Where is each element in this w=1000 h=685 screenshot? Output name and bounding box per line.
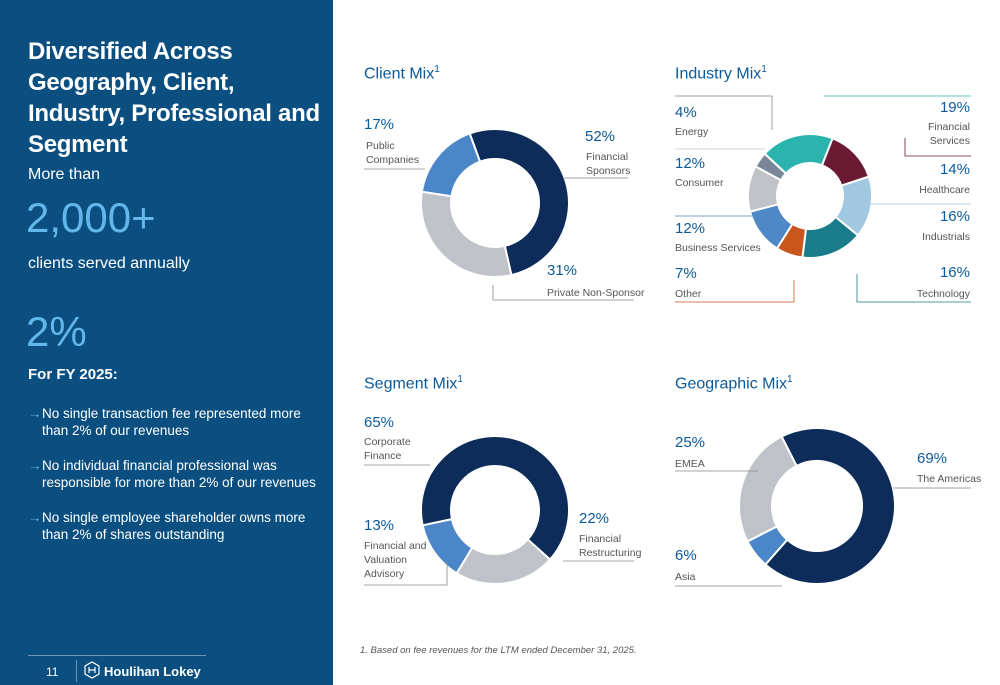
donut-slice-private-non-sponsor bbox=[420, 190, 513, 278]
emea-pct: 25% bbox=[675, 434, 706, 451]
fva-pct: 13% bbox=[364, 517, 395, 534]
financial-restructuring-pct: 22% bbox=[579, 510, 610, 527]
geographic-mix-donut bbox=[738, 427, 896, 585]
business-services-pct: 12% bbox=[675, 220, 706, 237]
clients-caption: clients served annually bbox=[28, 255, 190, 272]
geographic-mix-title: Geographic Mix1 bbox=[675, 374, 793, 393]
leader-line bbox=[492, 285, 634, 301]
consumer-label: Consumer bbox=[675, 177, 724, 189]
bullet-item: → No individual financial professional wa… bbox=[28, 457, 328, 491]
donut-slice-corporate-finance bbox=[420, 435, 570, 561]
industrials-pct: 16% bbox=[939, 208, 970, 225]
asia-label: Asia bbox=[675, 571, 696, 583]
asia-pct: 6% bbox=[675, 547, 697, 564]
corporate-finance-label: Corporate Finance bbox=[364, 436, 411, 462]
logo-text: Houlihan Lokey bbox=[104, 664, 201, 679]
emea-label: EMEA bbox=[675, 458, 705, 470]
other-pct: 7% bbox=[675, 265, 697, 282]
technology-pct: 16% bbox=[939, 264, 970, 281]
healthcare-pct: 14% bbox=[939, 161, 970, 178]
consumer-pct: 12% bbox=[675, 155, 706, 172]
segment-leader-lines bbox=[364, 464, 634, 586]
financial-restructuring-label: Financial Restructuring bbox=[579, 533, 642, 559]
industry-mix-donut bbox=[747, 133, 873, 259]
energy-label: Energy bbox=[675, 126, 709, 138]
geo-leader-lines bbox=[675, 470, 971, 587]
client-mix-title: Client Mix1 bbox=[364, 64, 440, 83]
private-non-sponsor-pct: 31% bbox=[547, 262, 578, 279]
arrow-right-icon: → bbox=[28, 406, 42, 421]
fy-label: For FY 2025: bbox=[28, 366, 118, 383]
financial-sponsors-pct: 52% bbox=[585, 128, 616, 145]
page-title: Diversified Across Geography, Client, In… bbox=[28, 38, 320, 158]
americas-label: The Americas bbox=[917, 473, 982, 485]
industrials-label: Industrials bbox=[922, 231, 970, 243]
footer-separator bbox=[76, 660, 77, 682]
arrow-right-icon: → bbox=[28, 458, 42, 473]
public-companies-pct: 17% bbox=[364, 116, 395, 133]
pct-stat: 2% bbox=[26, 308, 87, 355]
financial-services-pct: 19% bbox=[939, 99, 970, 116]
bullet-item: → No single transaction fee represented m… bbox=[28, 405, 328, 439]
more-than-label: More than bbox=[28, 166, 101, 183]
clients-stat: 2,000+ bbox=[26, 194, 156, 241]
financial-services-label: Financial Services bbox=[927, 121, 970, 147]
donut-slice-the-americas bbox=[764, 427, 896, 585]
client-mix-donut bbox=[420, 128, 571, 278]
leader-line bbox=[675, 95, 773, 130]
donut-slice-emea bbox=[738, 435, 798, 543]
segment-mix-donut bbox=[420, 435, 570, 585]
leader-line bbox=[856, 274, 971, 303]
page-number: 11 bbox=[46, 665, 59, 679]
leader-line bbox=[904, 138, 971, 157]
donut-slice-financial-sponsors bbox=[468, 128, 571, 277]
private-non-sponsor-label: Private Non-Sponsor bbox=[547, 287, 645, 299]
americas-pct: 69% bbox=[917, 450, 948, 467]
industry-mix-title: Industry Mix1 bbox=[675, 64, 767, 83]
business-services-label: Business Services bbox=[675, 242, 761, 254]
donut-slice-energy bbox=[754, 152, 788, 182]
corporate-finance-pct: 65% bbox=[364, 414, 395, 431]
leader-line bbox=[364, 560, 448, 586]
client-leader-lines bbox=[364, 168, 634, 301]
financial-sponsors-label: Financial Sponsors bbox=[586, 151, 631, 177]
bullet-list: → No single transaction fee represented m… bbox=[28, 405, 328, 561]
fva-label: Financial and Valuation Advisory bbox=[364, 540, 427, 580]
sidebar: Diversified Across Geography, Client, In… bbox=[0, 0, 333, 685]
arrow-right-icon: → bbox=[28, 510, 42, 525]
logo-icon bbox=[84, 661, 100, 679]
energy-pct: 4% bbox=[675, 104, 697, 121]
bullet-text: No single employee shareholder owns more… bbox=[42, 510, 306, 542]
footnote: 1. Based on fee revenues for the LTM end… bbox=[360, 645, 637, 656]
donut-slice-public-companies bbox=[420, 132, 482, 198]
segment-mix-title: Segment Mix1 bbox=[364, 374, 463, 393]
technology-label: Technology bbox=[916, 288, 970, 300]
bullet-text: No individual financial professional was… bbox=[42, 458, 316, 490]
leader-line bbox=[675, 280, 795, 303]
bullet-item: → No single employee shareholder owns mor… bbox=[28, 509, 328, 543]
footer-divider bbox=[28, 655, 206, 656]
donut-slice-financial-and-valuation-advisory bbox=[421, 517, 474, 575]
industry-leader-lines bbox=[675, 95, 971, 303]
public-companies-label: Public Companies bbox=[366, 140, 420, 166]
healthcare-label: Healthcare bbox=[919, 184, 970, 196]
bullet-text: No single transaction fee represented mo… bbox=[42, 406, 301, 438]
other-label: Other bbox=[675, 288, 702, 300]
